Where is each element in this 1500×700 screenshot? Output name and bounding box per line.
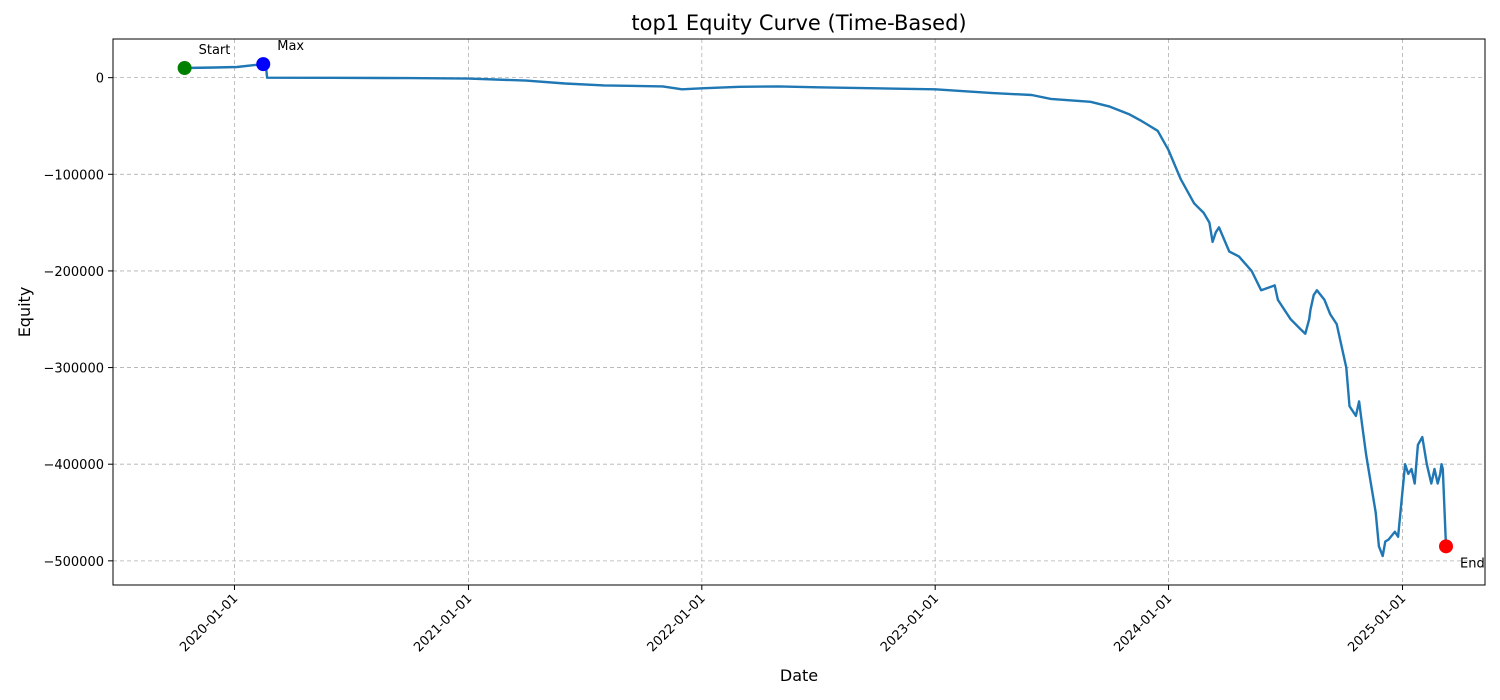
- y-axis-label: Equity: [15, 287, 34, 338]
- max-annotation: Max: [277, 39, 304, 54]
- y-tick-label: −100000: [43, 168, 104, 183]
- x-tick-label: 2020-01-01: [177, 591, 241, 655]
- x-tick-label: 2022-01-01: [645, 591, 709, 655]
- y-tick-label: −200000: [43, 265, 104, 280]
- equity-line: [183, 62, 1448, 558]
- y-tick-label: −500000: [43, 555, 104, 570]
- y-axis: 0 −100000 −200000 −300000 −400000 −500000: [43, 72, 113, 570]
- x-tick-label: 2024-01-01: [1111, 591, 1175, 655]
- chart-title: top1 Equity Curve (Time-Based): [631, 11, 966, 35]
- x-axis-label: Date: [780, 666, 818, 685]
- markers: Start Max End: [177, 39, 1485, 571]
- end-marker: [1439, 539, 1454, 554]
- start-annotation: Start: [199, 43, 231, 58]
- plot-area: [183, 62, 1448, 558]
- start-marker: [177, 60, 192, 75]
- end-annotation: End: [1460, 556, 1485, 571]
- y-tick-label: −300000: [43, 362, 104, 377]
- x-tick-label: 2023-01-01: [878, 591, 942, 655]
- max-marker: [256, 57, 271, 72]
- x-axis: 2020-01-01 2021-01-01 2022-01-01 2023-01-01…: [177, 585, 1409, 655]
- plot-frame: [112, 38, 1486, 586]
- x-tick-label: 2025-01-01: [1345, 591, 1409, 655]
- y-tick-label: 0: [96, 72, 104, 87]
- x-tick-label: 2021-01-01: [411, 591, 475, 655]
- grid: [113, 39, 1485, 585]
- y-tick-label: −400000: [43, 458, 104, 473]
